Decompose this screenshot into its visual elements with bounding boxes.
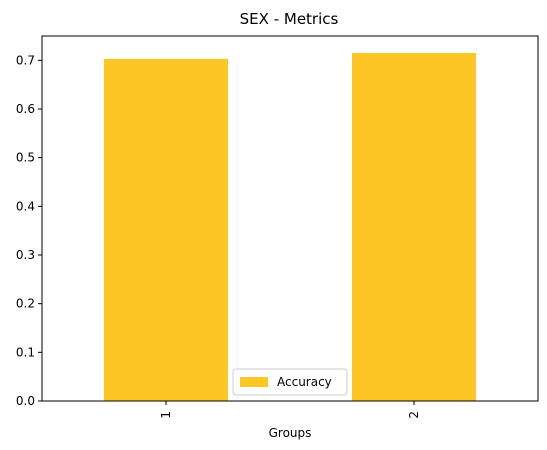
y-tick-label: 0.0 <box>16 394 35 408</box>
y-tick-label: 0.6 <box>16 102 35 116</box>
chart-title: SEX - Metrics <box>240 10 339 28</box>
plot-area <box>104 53 476 402</box>
y-tick-label: 0.7 <box>16 53 35 67</box>
y-tick-label: 0.1 <box>16 345 35 359</box>
legend: Accuracy <box>232 368 348 396</box>
legend-box <box>232 368 348 396</box>
y-tick-label: 0.2 <box>16 297 35 311</box>
legend-label: Accuracy <box>277 375 332 389</box>
y-tick-label: 0.5 <box>16 151 35 165</box>
x-axis-label: Groups <box>269 426 312 440</box>
bar-2 <box>352 53 476 402</box>
legend-swatch <box>240 377 268 387</box>
x-tick-label: 2 <box>407 411 421 419</box>
plot-frame <box>41 35 539 402</box>
y-tick-label: 0.3 <box>16 248 35 262</box>
y-axis: 0.0 0.1 0.2 0.3 0.4 0.5 0.6 0.7 <box>16 53 42 408</box>
x-tick-label: 1 <box>159 411 173 419</box>
bar-1 <box>104 58 228 402</box>
y-tick-label: 0.4 <box>16 199 35 213</box>
